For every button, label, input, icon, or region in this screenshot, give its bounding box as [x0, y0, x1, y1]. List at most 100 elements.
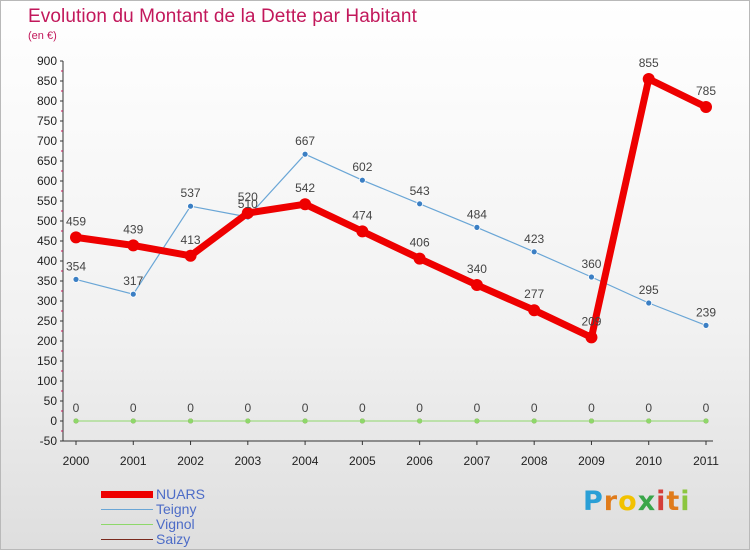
- data-point: [359, 418, 365, 424]
- data-label: 855: [639, 56, 659, 70]
- data-label: 602: [352, 160, 372, 174]
- data-label: 484: [467, 207, 487, 221]
- data-point: [585, 331, 598, 344]
- data-point: [531, 418, 537, 424]
- data-point: [302, 418, 308, 424]
- data-label: 510: [238, 197, 258, 211]
- data-point: [413, 252, 426, 265]
- data-label: 406: [410, 236, 430, 250]
- logo-letter: i: [680, 486, 691, 517]
- data-label: 474: [352, 208, 372, 222]
- x-tick-label: 2005: [349, 454, 376, 468]
- data-label: 277: [524, 287, 544, 301]
- data-point: [241, 207, 254, 219]
- data-point: [70, 231, 82, 244]
- data-label: 354: [66, 259, 86, 273]
- y-tick-label: 150: [37, 354, 57, 368]
- data-point: [473, 223, 481, 231]
- data-point: [470, 279, 483, 291]
- data-point: [703, 418, 709, 424]
- y-tick-label: 550: [37, 194, 57, 208]
- y-tick-label: -50: [40, 434, 58, 448]
- data-point: [646, 418, 652, 424]
- y-tick-label: 350: [37, 274, 57, 288]
- legend-label: NUARS: [156, 486, 206, 502]
- y-tick-label: 250: [37, 314, 57, 328]
- x-tick-label: 2007: [464, 454, 491, 468]
- data-point: [72, 275, 80, 283]
- data-point: [187, 202, 194, 210]
- data-point: [645, 299, 653, 307]
- y-tick-label: 200: [37, 334, 57, 348]
- legend-item: NUARS: [101, 487, 301, 502]
- data-label: 295: [639, 283, 659, 297]
- y-tick-label: 50: [44, 394, 58, 408]
- y-tick-label: 650: [37, 154, 57, 168]
- data-label: 360: [581, 257, 601, 271]
- data-point: [129, 290, 137, 298]
- data-label: 0: [531, 401, 538, 415]
- data-point: [530, 248, 538, 256]
- y-tick-label: 750: [37, 114, 57, 128]
- data-point: [702, 321, 710, 329]
- chart-title: Evolution du Montant de la Dette par Hab…: [28, 6, 417, 27]
- data-point: [188, 418, 194, 424]
- data-point: [73, 418, 79, 424]
- logo-letter: r: [603, 486, 619, 517]
- y-tick-label: 100: [37, 374, 57, 388]
- y-tick-label: 450: [37, 234, 57, 248]
- data-point: [356, 225, 369, 238]
- y-tick-label: 400: [37, 254, 57, 268]
- data-label: 459: [66, 214, 86, 228]
- data-label: 0: [244, 401, 251, 415]
- legend-swatch-teigny: [101, 509, 153, 510]
- data-point: [642, 73, 655, 85]
- legend-label: Saizy: [156, 531, 191, 547]
- data-point: [299, 198, 312, 211]
- x-tick-label: 2006: [406, 454, 433, 468]
- data-point: [130, 418, 136, 424]
- logo-letter: x: [637, 486, 657, 517]
- data-label: 209: [581, 314, 601, 328]
- y-tick-label: 500: [37, 214, 57, 228]
- chart-subtitle: (en €): [28, 30, 57, 42]
- data-point: [416, 200, 424, 208]
- data-label: 0: [645, 401, 652, 415]
- proxiti-logo: Proxiti: [583, 486, 691, 517]
- legend: NUARS Teigny Vignol Saizy: [101, 487, 301, 547]
- data-label: 317: [123, 274, 143, 288]
- data-label: 0: [187, 401, 194, 415]
- data-label: 423: [524, 232, 544, 246]
- legend-item: Saizy: [101, 532, 301, 547]
- data-label: 0: [588, 401, 595, 415]
- legend-swatch-saizy: [101, 539, 153, 540]
- data-label: 0: [416, 401, 423, 415]
- x-tick-label: 2010: [635, 454, 662, 468]
- y-tick-label: 800: [37, 94, 57, 108]
- data-label: 239: [696, 305, 716, 319]
- x-tick-label: 2000: [63, 454, 90, 468]
- data-point: [245, 418, 251, 424]
- data-point: [528, 304, 541, 317]
- y-tick-label: 900: [37, 54, 57, 68]
- logo-letter: i: [656, 486, 667, 517]
- data-label: 785: [696, 84, 716, 98]
- logo-letter: o: [618, 486, 638, 517]
- legend-swatch-nuars: [101, 491, 153, 498]
- data-label: 413: [181, 233, 201, 247]
- y-tick-label: 600: [37, 174, 57, 188]
- data-label: 0: [703, 401, 710, 415]
- data-point: [301, 150, 309, 158]
- data-point: [184, 249, 197, 262]
- data-label: 667: [295, 134, 315, 148]
- data-label: 0: [73, 401, 80, 415]
- legend-label: Teigny: [156, 501, 197, 517]
- data-label: 537: [181, 186, 201, 200]
- data-label: 439: [123, 222, 143, 236]
- data-point: [588, 273, 595, 281]
- data-label: 542: [295, 181, 315, 195]
- x-tick-label: 2009: [578, 454, 605, 468]
- data-point: [474, 418, 480, 424]
- data-point: [588, 418, 594, 424]
